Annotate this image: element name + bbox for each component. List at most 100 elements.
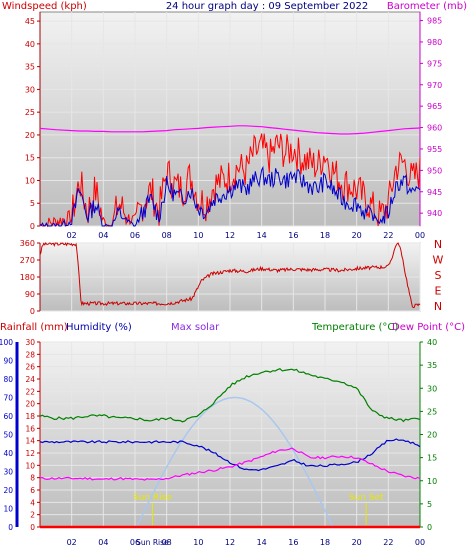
- sunset-label: Sun Set: [349, 493, 384, 503]
- humidity-tick-label: 60: [3, 412, 13, 421]
- x-tick-label: 10: [193, 231, 203, 240]
- compass-label: N: [434, 300, 442, 313]
- x-tick-label: 00: [415, 538, 425, 547]
- temp-tick-label: 35: [427, 361, 437, 370]
- x-tick-label: 04: [98, 538, 108, 547]
- x-tick-label: 20: [352, 231, 362, 240]
- rain-tick-label: 14: [25, 437, 35, 446]
- x-tick-label: 18: [320, 538, 330, 547]
- humidity-tick-label: 20: [3, 486, 13, 495]
- y-tick-label: 5: [30, 199, 35, 208]
- y-tick-label: 25: [25, 108, 35, 117]
- y-tick-label: 30: [25, 85, 35, 94]
- rain-tick-label: 10: [25, 461, 35, 470]
- windspeed-series: [39, 133, 421, 228]
- y2-tick-label: 950: [427, 166, 442, 175]
- y2-tick-label: 980: [427, 38, 442, 47]
- direction-tick-label: 180: [20, 273, 35, 282]
- rain-tick-label: 4: [30, 498, 35, 507]
- wind-direction-series: [39, 242, 421, 309]
- rain-tick-label: 30: [25, 338, 35, 347]
- y2-tick-label: 975: [427, 59, 442, 68]
- rain-tick-label: 2: [30, 511, 35, 520]
- temp-tick-label: 25: [427, 407, 437, 416]
- y-tick-label: 40: [25, 40, 35, 49]
- compass-label: N: [434, 238, 442, 251]
- x-tick-label: 00: [415, 231, 425, 240]
- y-tick-label: 45: [25, 17, 35, 26]
- humidity-title: Humidity (%): [66, 322, 132, 333]
- x-tick-label: 08: [162, 538, 172, 547]
- direction-tick-label: 270: [20, 256, 35, 265]
- rain-tick-label: 20: [25, 400, 35, 409]
- y2-tick-label: 965: [427, 102, 442, 111]
- direction-grid: [40, 242, 421, 312]
- rainfall-title: Rainfall (mm): [0, 322, 68, 333]
- x-tick-label: 12: [225, 538, 235, 547]
- wind-grid: [40, 12, 421, 227]
- compass-label: E: [435, 285, 442, 298]
- rain-tick-label: 22: [25, 387, 35, 396]
- x-tick-label: 16: [288, 538, 298, 547]
- x-tick-label: 08: [162, 231, 172, 240]
- solar-title: Max solar: [171, 322, 220, 333]
- gust-series: [39, 165, 421, 227]
- y2-tick-label: 940: [427, 209, 442, 218]
- wind-y-ticks: 0 5 10 15 20 25 30 35 40 45: [25, 17, 40, 231]
- y2-tick-label: 955: [427, 145, 442, 154]
- x-tick-label: 16: [288, 231, 298, 240]
- humidity-tick-label: 30: [3, 468, 13, 477]
- baro-y-ticks: 940 945 950 955 960 965 970 975 980 985: [420, 17, 442, 218]
- x-tick-label: 06: [130, 538, 140, 547]
- dewpoint-title: Dew Point (°C): [392, 322, 465, 333]
- y-tick-label: 15: [25, 154, 35, 163]
- barometer-series: [39, 125, 421, 135]
- wind-x-ticks: 02 04 06 08 10 12 14 16 18 20 22 00: [67, 231, 426, 240]
- y2-tick-label: 985: [427, 17, 442, 26]
- direction-tick-label: 0: [30, 307, 35, 316]
- humidity-tick-label: 80: [3, 375, 13, 384]
- temperature-title: Temperature (°C): [311, 322, 398, 333]
- rain-tick-label: 24: [25, 375, 35, 384]
- x-tick-label: 04: [98, 231, 108, 240]
- rain-tick-label: 0: [30, 523, 35, 532]
- temperature-series: [39, 367, 421, 423]
- humidity-y-ticks: 0 10 20 30 40 50 60 70 80 90 100: [0, 338, 13, 532]
- x-tick-label: 14: [257, 538, 267, 547]
- temp-tick-label: 0: [427, 523, 432, 532]
- humidity-tick-label: 100: [0, 338, 13, 347]
- x-tick-label: 12: [225, 231, 235, 240]
- rain-tick-label: 18: [25, 412, 35, 421]
- temp-tick-label: 20: [427, 431, 437, 440]
- temp-tick-label: 10: [427, 477, 437, 486]
- y-tick-label: 35: [25, 63, 35, 72]
- sunrise-label: Sun Rise: [133, 493, 172, 503]
- y2-tick-label: 945: [427, 188, 442, 197]
- x-tick-label: 10: [193, 538, 203, 547]
- x-tick-label: 22: [383, 231, 393, 240]
- baro-title: Barometer (mb): [387, 1, 467, 12]
- humidity-tick-label: 90: [3, 357, 13, 366]
- x-tick-label: 18: [320, 231, 330, 240]
- compass-label: S: [435, 269, 442, 282]
- x-tick-label: 22: [383, 538, 393, 547]
- rain-tick-label: 16: [25, 424, 35, 433]
- humidity-tick-label: 50: [3, 431, 13, 440]
- wind-title: Windspeed (kph): [2, 1, 87, 12]
- temp-tick-label: 15: [427, 454, 437, 463]
- dewpoint-series: [39, 447, 421, 481]
- rain-tick-label: 8: [30, 474, 35, 483]
- rain-tick-label: 26: [25, 363, 35, 372]
- y-tick-label: 20: [25, 131, 35, 140]
- humidity-tick-label: 70: [3, 394, 13, 403]
- x-tick-label: 20: [352, 538, 362, 547]
- temp-y-ticks: 0 5 10 15 20 25 30 35 40: [420, 338, 437, 532]
- x-tick-label: 14: [257, 231, 267, 240]
- rain-tick-label: 12: [25, 449, 35, 458]
- y-tick-label: 0: [30, 222, 35, 231]
- direction-y-ticks: 0 90 180 270 360: [20, 239, 40, 316]
- humidity-series: [39, 438, 421, 472]
- humidity-tick-label: 40: [3, 449, 13, 458]
